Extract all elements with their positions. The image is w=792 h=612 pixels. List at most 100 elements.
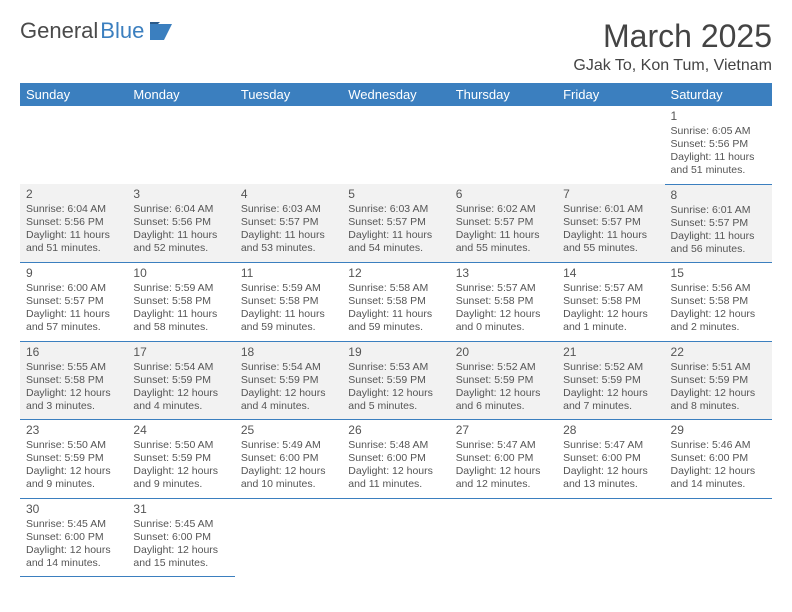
calendar-day-cell: 20Sunrise: 5:52 AMSunset: 5:59 PMDayligh…: [450, 341, 557, 420]
sunrise-text: Sunrise: 6:01 AM: [563, 203, 658, 216]
sunset-text: Sunset: 6:00 PM: [563, 452, 658, 465]
page-title: March 2025: [573, 18, 772, 55]
day-number: 19: [348, 345, 443, 360]
sunrise-text: Sunrise: 5:57 AM: [563, 282, 658, 295]
sunrise-text: Sunrise: 5:49 AM: [241, 439, 336, 452]
daylight-text: Daylight: 12 hours and 9 minutes.: [26, 465, 121, 491]
sunset-text: Sunset: 6:00 PM: [348, 452, 443, 465]
calendar-day-cell: [127, 106, 234, 184]
calendar-day-cell: 16Sunrise: 5:55 AMSunset: 5:58 PMDayligh…: [20, 341, 127, 420]
calendar-table: Sunday Monday Tuesday Wednesday Thursday…: [20, 83, 772, 577]
daylight-text: Daylight: 11 hours and 51 minutes.: [26, 229, 121, 255]
sunset-text: Sunset: 5:59 PM: [133, 374, 228, 387]
day-number: 21: [563, 345, 658, 360]
day-number: 10: [133, 266, 228, 281]
day-number: 26: [348, 423, 443, 438]
sunrise-text: Sunrise: 6:03 AM: [241, 203, 336, 216]
logo: GeneralBlue: [20, 18, 176, 44]
calendar-day-cell: 5Sunrise: 6:03 AMSunset: 5:57 PMDaylight…: [342, 184, 449, 263]
daylight-text: Daylight: 11 hours and 56 minutes.: [671, 230, 766, 256]
sunrise-text: Sunrise: 5:47 AM: [563, 439, 658, 452]
calendar-day-cell: 14Sunrise: 5:57 AMSunset: 5:58 PMDayligh…: [557, 263, 664, 342]
location-text: GJak To, Kon Tum, Vietnam: [573, 57, 772, 75]
calendar-day-cell: 18Sunrise: 5:54 AMSunset: 5:59 PMDayligh…: [235, 341, 342, 420]
calendar-day-cell: 23Sunrise: 5:50 AMSunset: 5:59 PMDayligh…: [20, 420, 127, 499]
calendar-day-cell: [235, 106, 342, 184]
day-number: 3: [133, 187, 228, 202]
day-number: 30: [26, 502, 121, 517]
calendar-day-cell: [450, 106, 557, 184]
sunrise-text: Sunrise: 6:03 AM: [348, 203, 443, 216]
calendar-day-cell: [665, 498, 772, 577]
calendar-week-row: 2Sunrise: 6:04 AMSunset: 5:56 PMDaylight…: [20, 184, 772, 263]
daylight-text: Daylight: 12 hours and 9 minutes.: [133, 465, 228, 491]
daylight-text: Daylight: 11 hours and 53 minutes.: [241, 229, 336, 255]
daylight-text: Daylight: 11 hours and 52 minutes.: [133, 229, 228, 255]
calendar-day-cell: 3Sunrise: 6:04 AMSunset: 5:56 PMDaylight…: [127, 184, 234, 263]
calendar-day-cell: 17Sunrise: 5:54 AMSunset: 5:59 PMDayligh…: [127, 341, 234, 420]
calendar-day-cell: 2Sunrise: 6:04 AMSunset: 5:56 PMDaylight…: [20, 184, 127, 263]
day-number: 23: [26, 423, 121, 438]
calendar-day-cell: 21Sunrise: 5:52 AMSunset: 5:59 PMDayligh…: [557, 341, 664, 420]
sunrise-text: Sunrise: 5:48 AM: [348, 439, 443, 452]
sunrise-text: Sunrise: 5:56 AM: [671, 282, 766, 295]
day-number: 29: [671, 423, 766, 438]
day-number: 12: [348, 266, 443, 281]
day-number: 7: [563, 187, 658, 202]
calendar-week-row: 1Sunrise: 6:05 AMSunset: 5:56 PMDaylight…: [20, 106, 772, 184]
daylight-text: Daylight: 12 hours and 13 minutes.: [563, 465, 658, 491]
sunrise-text: Sunrise: 6:01 AM: [671, 204, 766, 217]
calendar-day-cell: 24Sunrise: 5:50 AMSunset: 5:59 PMDayligh…: [127, 420, 234, 499]
calendar-week-row: 30Sunrise: 5:45 AMSunset: 6:00 PMDayligh…: [20, 498, 772, 577]
sunrise-text: Sunrise: 5:45 AM: [26, 518, 121, 531]
daylight-text: Daylight: 12 hours and 15 minutes.: [133, 544, 228, 570]
title-block: March 2025 GJak To, Kon Tum, Vietnam: [573, 18, 772, 75]
sunset-text: Sunset: 5:57 PM: [671, 217, 766, 230]
logo-flag-icon: [150, 22, 176, 40]
sunset-text: Sunset: 5:58 PM: [563, 295, 658, 308]
daylight-text: Daylight: 12 hours and 3 minutes.: [26, 387, 121, 413]
calendar-week-row: 9Sunrise: 6:00 AMSunset: 5:57 PMDaylight…: [20, 263, 772, 342]
daylight-text: Daylight: 12 hours and 10 minutes.: [241, 465, 336, 491]
day-number: 16: [26, 345, 121, 360]
sunrise-text: Sunrise: 5:59 AM: [133, 282, 228, 295]
calendar-day-cell: 22Sunrise: 5:51 AMSunset: 5:59 PMDayligh…: [665, 341, 772, 420]
sunrise-text: Sunrise: 5:53 AM: [348, 361, 443, 374]
weekday-header: Thursday: [450, 83, 557, 106]
sunset-text: Sunset: 6:00 PM: [241, 452, 336, 465]
daylight-text: Daylight: 11 hours and 55 minutes.: [563, 229, 658, 255]
day-number: 24: [133, 423, 228, 438]
weekday-header: Tuesday: [235, 83, 342, 106]
day-number: 8: [671, 188, 766, 203]
sunrise-text: Sunrise: 5:58 AM: [348, 282, 443, 295]
sunset-text: Sunset: 5:58 PM: [26, 374, 121, 387]
day-number: 20: [456, 345, 551, 360]
day-number: 25: [241, 423, 336, 438]
weekday-header: Sunday: [20, 83, 127, 106]
sunrise-text: Sunrise: 5:50 AM: [133, 439, 228, 452]
sunrise-text: Sunrise: 5:57 AM: [456, 282, 551, 295]
sunrise-text: Sunrise: 5:50 AM: [26, 439, 121, 452]
day-number: 17: [133, 345, 228, 360]
day-number: 13: [456, 266, 551, 281]
daylight-text: Daylight: 12 hours and 1 minute.: [563, 308, 658, 334]
sunrise-text: Sunrise: 5:45 AM: [133, 518, 228, 531]
sunrise-text: Sunrise: 6:02 AM: [456, 203, 551, 216]
sunrise-text: Sunrise: 6:00 AM: [26, 282, 121, 295]
sunset-text: Sunset: 5:58 PM: [456, 295, 551, 308]
sunset-text: Sunset: 5:57 PM: [26, 295, 121, 308]
sunrise-text: Sunrise: 5:46 AM: [671, 439, 766, 452]
sunrise-text: Sunrise: 5:52 AM: [563, 361, 658, 374]
daylight-text: Daylight: 11 hours and 58 minutes.: [133, 308, 228, 334]
daylight-text: Daylight: 12 hours and 7 minutes.: [563, 387, 658, 413]
calendar-week-row: 16Sunrise: 5:55 AMSunset: 5:58 PMDayligh…: [20, 341, 772, 420]
sunrise-text: Sunrise: 6:05 AM: [671, 125, 766, 138]
sunrise-text: Sunrise: 5:47 AM: [456, 439, 551, 452]
logo-text-1: General: [20, 18, 98, 44]
sunset-text: Sunset: 5:59 PM: [563, 374, 658, 387]
daylight-text: Daylight: 11 hours and 54 minutes.: [348, 229, 443, 255]
sunset-text: Sunset: 5:58 PM: [241, 295, 336, 308]
day-number: 22: [671, 345, 766, 360]
calendar-day-cell: 9Sunrise: 6:00 AMSunset: 5:57 PMDaylight…: [20, 263, 127, 342]
header: GeneralBlue March 2025 GJak To, Kon Tum,…: [20, 18, 772, 75]
